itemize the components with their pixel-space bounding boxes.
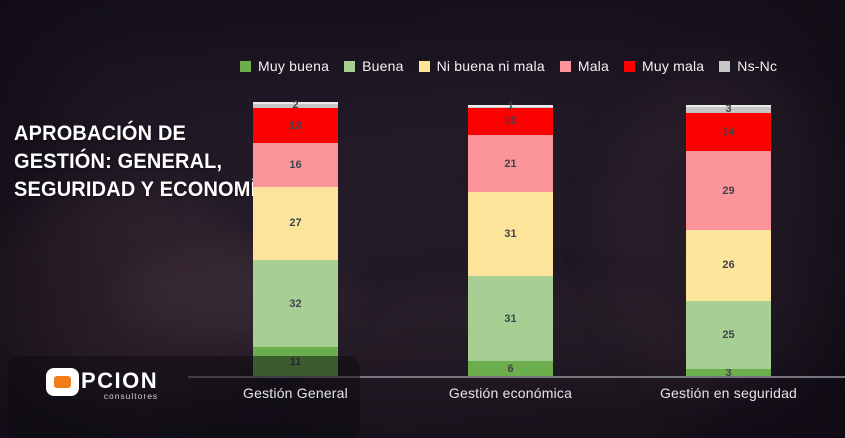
legend-item: Muy mala bbox=[623, 58, 705, 74]
category-label: Gestión en seguridad bbox=[659, 385, 798, 401]
legend-swatch-icon bbox=[240, 60, 251, 72]
segment-value-label: 26 bbox=[722, 259, 735, 272]
page-title-line: APROBACIÓN DE bbox=[14, 122, 187, 145]
legend-item: Mala bbox=[559, 58, 609, 74]
bar-segment: 3 bbox=[686, 103, 771, 115]
bar-segment: 31 bbox=[468, 276, 553, 361]
segment-value-label: 31 bbox=[504, 312, 517, 325]
legend-swatch-icon bbox=[344, 60, 356, 72]
logo-subtitle: consultores bbox=[103, 391, 159, 401]
stacked-bar: 11322716132 bbox=[253, 99, 338, 377]
stacked-bar: 3 25 26 29 14 3 bbox=[686, 103, 771, 379]
page-title-line: SEGURIDAD Y ECONOMÍA bbox=[14, 178, 271, 201]
segment-value-label: 6 bbox=[507, 362, 514, 375]
bar-segment: 16 bbox=[253, 143, 338, 187]
category-label: Gestión General bbox=[243, 385, 348, 401]
legend-swatch-icon bbox=[418, 60, 430, 72]
bar-segment: 31 bbox=[468, 192, 553, 277]
legend-label: Muy mala bbox=[641, 58, 705, 74]
logo-card: PCION consultores bbox=[8, 356, 360, 438]
page-title-line: GESTIÓN: GENERAL, bbox=[14, 150, 223, 173]
page-title: APROBACIÓN DE GESTIÓN: GENERAL, SEGURIDA… bbox=[14, 120, 271, 204]
bar-segment: 1 bbox=[468, 100, 553, 112]
legend-swatch-icon bbox=[559, 60, 571, 72]
bar-segment: 2 bbox=[253, 99, 338, 111]
legend-item: Buena bbox=[344, 58, 403, 74]
segment-value-label: 32 bbox=[289, 297, 302, 310]
legend-label: Muy buena bbox=[258, 58, 330, 74]
bar-segment: 13 bbox=[253, 107, 338, 144]
logo-text-block: PCION consultores bbox=[81, 368, 158, 401]
category-label: Gestión económica bbox=[448, 385, 573, 401]
segment-value-label: 29 bbox=[722, 184, 735, 197]
logo-brand-text: PCION bbox=[81, 368, 159, 393]
chart-legend: Muy buena Buena Ni buena ni mala Mala Muy ma… bbox=[240, 58, 777, 74]
segment-value-label: 14 bbox=[722, 126, 735, 139]
segment-value-label: 10 bbox=[504, 115, 517, 128]
bar-segment: 6 bbox=[468, 360, 553, 377]
legend-label: Ns-Nc bbox=[737, 58, 778, 74]
segment-value-label: 13 bbox=[289, 119, 302, 132]
segment-value-label: 16 bbox=[289, 158, 302, 171]
bar-segment: 29 bbox=[686, 151, 771, 231]
opcion-o-inner-icon bbox=[54, 376, 71, 388]
opcion-o-icon bbox=[46, 368, 79, 396]
bar-segment: 26 bbox=[686, 230, 771, 301]
segment-value-label: 27 bbox=[289, 217, 302, 230]
bar-segment: 32 bbox=[253, 260, 338, 348]
legend-swatch-icon bbox=[623, 60, 635, 72]
legend-label: Ni buena ni mala bbox=[436, 58, 545, 74]
stacked-bar: 6 31 31 21 10 1 bbox=[468, 100, 553, 377]
bar-segment: 14 bbox=[686, 113, 771, 152]
bar-segment: 25 bbox=[686, 300, 771, 369]
legend-label: Mala bbox=[577, 58, 609, 74]
segment-value-label: 31 bbox=[504, 228, 517, 241]
legend-swatch-icon bbox=[719, 60, 731, 72]
bar-segment: 27 bbox=[253, 186, 338, 261]
legend-label: Buena bbox=[362, 58, 404, 74]
segment-value-label: 21 bbox=[504, 157, 517, 170]
opcion-logo: PCION consultores bbox=[46, 368, 158, 401]
bar-segment: 21 bbox=[468, 135, 553, 193]
segment-value-label: 25 bbox=[722, 328, 735, 341]
legend-item: Ni buena ni mala bbox=[418, 58, 545, 74]
legend-item: Muy buena bbox=[240, 58, 329, 74]
legend-item: Ns-Nc bbox=[719, 58, 777, 74]
bar-segment: 10 bbox=[468, 107, 553, 136]
x-axis-line bbox=[188, 376, 845, 378]
